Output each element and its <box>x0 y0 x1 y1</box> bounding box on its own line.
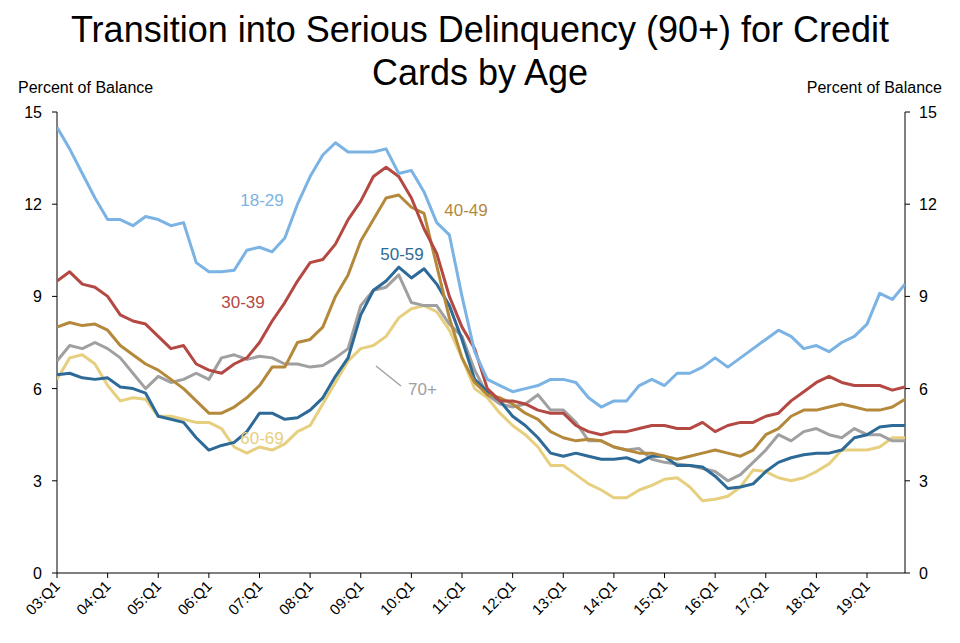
y-axis-label: Percent of Balance <box>18 79 153 96</box>
y2-tick <box>905 296 910 297</box>
x-tick-label: 11:Q1 <box>428 577 468 617</box>
y-tick-label: 15 <box>24 104 42 121</box>
title: Transition into Serious Delinquency (90+… <box>71 9 889 93</box>
x-tick <box>208 573 209 578</box>
series-line <box>57 267 905 488</box>
y-tick <box>52 296 57 297</box>
x-tick <box>259 573 260 578</box>
x-tick-label: 08:Q1 <box>275 577 316 618</box>
x-tick-label: 09:Q1 <box>326 577 367 618</box>
y2-tick-label: 3 <box>919 473 928 490</box>
x-tick <box>867 573 868 578</box>
series-label: 18-29 <box>240 191 283 210</box>
x-tick <box>360 573 361 578</box>
y-tick-label: 9 <box>33 288 42 305</box>
y-axis-line <box>57 112 58 573</box>
x-tick-label: 07:Q1 <box>225 577 266 618</box>
plot-area <box>57 127 905 500</box>
y2-tick-label: 6 <box>919 381 928 398</box>
y2-axis-line <box>905 112 906 573</box>
series-line <box>57 167 905 434</box>
series-label: 70+ <box>408 380 437 399</box>
x-tick-label: 05:Q1 <box>123 577 164 618</box>
title-group: Transition into Serious Delinquency (90+… <box>71 9 889 93</box>
x-tick-label: 10:Q1 <box>377 577 418 618</box>
y2-axis-label: Percent of Balance <box>807 79 942 96</box>
x-axis-line <box>57 573 905 574</box>
y2-tick-label: 12 <box>919 196 937 213</box>
x-tick <box>664 573 665 578</box>
x-tick <box>563 573 564 578</box>
x-tick-label: 14:Q1 <box>579 577 620 618</box>
label-leader <box>376 366 401 386</box>
x-tick <box>613 573 614 578</box>
series-line <box>57 127 905 407</box>
y2-tick-label: 0 <box>919 565 928 582</box>
x-tick-label: 13:Q1 <box>528 577 569 618</box>
x-tick-label: 19:Q1 <box>832 577 873 618</box>
y-tick-label: 0 <box>33 565 42 582</box>
x-tick-label: 04:Q1 <box>73 577 114 618</box>
y-tick <box>52 112 57 113</box>
y-tick <box>52 480 57 481</box>
x-tick <box>816 573 817 578</box>
y-tick <box>52 573 57 574</box>
y-tick <box>52 388 57 389</box>
x-tick-label: 17:Q1 <box>731 577 772 618</box>
x-tick-label: 03:Q1 <box>22 577 63 618</box>
series-label: 40-49 <box>444 201 487 220</box>
x-tick-label: 15:Q1 <box>630 577 671 618</box>
y-tick <box>52 204 57 205</box>
series-label: 30-39 <box>221 293 264 312</box>
y-tick-label: 6 <box>33 381 42 398</box>
x-tick <box>512 573 513 578</box>
chart: Transition into Serious Delinquency (90+… <box>0 0 960 643</box>
y2-tick-label: 15 <box>919 104 937 121</box>
x-tick <box>462 573 463 578</box>
series-line <box>57 306 905 501</box>
y2-tick <box>905 112 910 113</box>
x-tick <box>765 573 766 578</box>
x-tick <box>57 573 58 578</box>
y-tick-label: 3 <box>33 473 42 490</box>
x-tick <box>107 573 108 578</box>
x-tick-label: 12:Q1 <box>478 577 519 618</box>
x-tick <box>411 573 412 578</box>
title-line: Cards by Age <box>372 52 588 93</box>
y2-tick <box>905 480 910 481</box>
x-tick-label: 16:Q1 <box>680 577 721 618</box>
title-line: Transition into Serious Delinquency (90+… <box>71 9 889 50</box>
y-tick-label: 12 <box>24 196 42 213</box>
y2-tick <box>905 388 910 389</box>
y2-tick <box>905 204 910 205</box>
y2-tick-label: 9 <box>919 288 928 305</box>
x-tick-label: 06:Q1 <box>174 577 215 618</box>
x-tick <box>715 573 716 578</box>
series-line <box>57 195 905 459</box>
x-tick <box>310 573 311 578</box>
x-tick-label: 18:Q1 <box>782 577 823 618</box>
series-label: 60-69 <box>240 429 283 448</box>
y2-tick <box>905 573 910 574</box>
series-line <box>57 275 905 481</box>
series-label: 50-59 <box>380 245 423 264</box>
x-tick <box>158 573 159 578</box>
